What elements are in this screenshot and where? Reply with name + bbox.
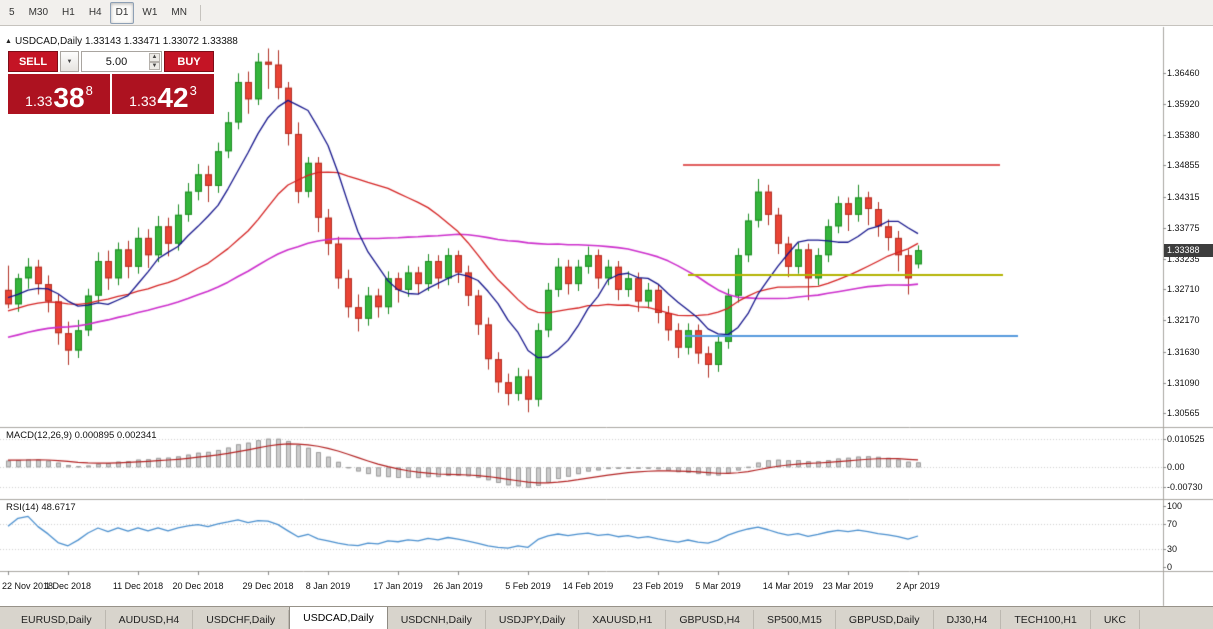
volume-input[interactable]: 5.00 ▲ ▼: [81, 51, 162, 72]
one-click-trading-panel: SELL ▼ 5.00 ▲ ▼ BUY 1.33 38 8 1.33 42: [8, 51, 214, 114]
collapse-panel-icon[interactable]: ▲: [5, 38, 12, 45]
chart-tabs-bar: EURUSD,Daily AUDUSD,H4 USDCHF,Daily USDCAD,…: [0, 606, 1213, 629]
macd-indicator-label: MACD(12,26,9) 0.000895 0.002341: [6, 430, 157, 441]
sell-button[interactable]: SELL: [8, 51, 58, 72]
volume-dropdown[interactable]: ▼: [60, 51, 79, 72]
buy-price-pips: 42: [157, 82, 189, 114]
timeframe-button-m30[interactable]: M30: [28, 7, 49, 18]
chart-tab-ukc[interactable]: UKC: [1091, 610, 1140, 629]
chart-tab-sp500-m15[interactable]: SP500,M15: [754, 610, 836, 629]
buy-button[interactable]: BUY: [164, 51, 214, 72]
chart-tab-xauusd-h1[interactable]: XAUUSD,H1: [579, 610, 667, 629]
chart-tab-usdchf-daily[interactable]: USDCHF,Daily: [193, 610, 290, 629]
buy-price-point: 3: [189, 83, 197, 98]
sell-price-pips: 38: [53, 82, 85, 114]
chart-ohlc-line: ▲ USDCAD,Daily 1.33143 1.33471 1.33072 1.…: [5, 36, 238, 47]
volume-value: 5.00: [105, 55, 128, 68]
timeframe-button-mn[interactable]: MN: [171, 7, 187, 18]
chart-tab-gbpusd-h4[interactable]: GBPUSD,H4: [666, 610, 755, 629]
chart-tab-usdcnh-daily[interactable]: USDCNH,Daily: [388, 610, 486, 629]
buy-price-display[interactable]: 1.33 42 3: [112, 74, 214, 114]
toolbar-separator: [199, 4, 201, 21]
chart-tab-audusd-h4[interactable]: AUDUSD,H4: [106, 610, 194, 629]
volume-decrease-button[interactable]: ▼: [149, 61, 160, 70]
timeframe-button-w1[interactable]: W1: [142, 7, 158, 18]
timeframe-button-h1[interactable]: H1: [62, 7, 75, 18]
chart-tab-gbpusd-daily[interactable]: GBPUSD,Daily: [836, 610, 934, 629]
chart-tab-usdjpy-daily[interactable]: USDJPY,Daily: [486, 610, 580, 629]
chart-tab-eurusd-daily[interactable]: EURUSD,Daily: [8, 610, 106, 629]
timeframe-button-5[interactable]: 5: [9, 7, 15, 18]
chart-tab-usdcad-daily[interactable]: USDCAD,Daily: [289, 607, 388, 629]
buy-price-figure: 1.33: [129, 93, 157, 109]
trade-controls-row: SELL ▼ 5.00 ▲ ▼ BUY: [8, 51, 214, 72]
chart-tab-dj30-h4[interactable]: DJ30,H4: [934, 610, 1002, 629]
current-price-tag: 1.33388: [1164, 244, 1213, 257]
timeframe-toolbar: 5 M30 H1 H4 D1 W1 MN: [0, 0, 1213, 26]
sell-price-point: 8: [85, 83, 93, 98]
trade-prices-row: 1.33 38 8 1.33 42 3: [8, 74, 214, 114]
chevron-down-icon: ▼: [66, 58, 73, 65]
sell-price-display[interactable]: 1.33 38 8: [8, 74, 110, 114]
timeframe-button-d1[interactable]: D1: [109, 1, 135, 24]
timeframe-button-h4[interactable]: H4: [88, 7, 102, 18]
volume-increase-button[interactable]: ▲: [149, 53, 160, 62]
sell-price-figure: 1.33: [25, 93, 53, 109]
chart-tab-tech100-h1[interactable]: TECH100,H1: [1001, 610, 1091, 629]
rsi-indicator-label: RSI(14) 48.6717: [6, 502, 76, 513]
chart-title-text: USDCAD,Daily 1.33143 1.33471 1.33072 1.3…: [14, 36, 238, 47]
volume-spinner: ▲ ▼: [149, 53, 160, 70]
